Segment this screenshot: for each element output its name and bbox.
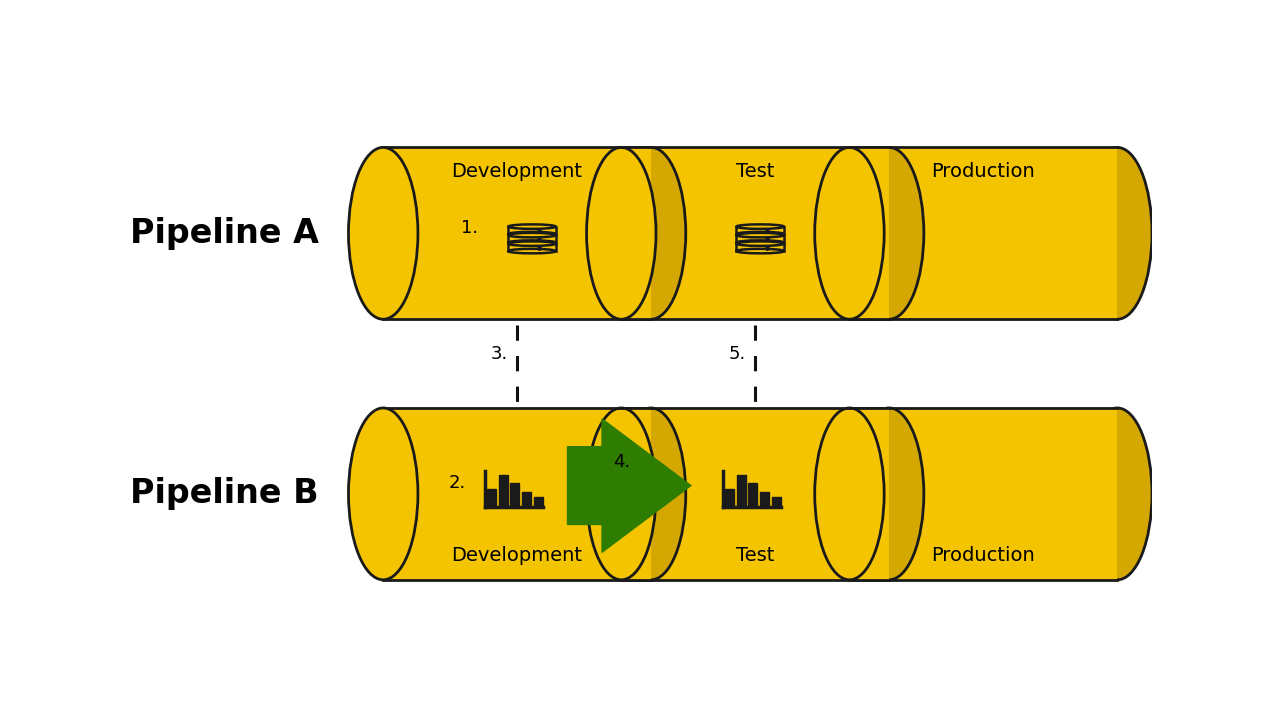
Ellipse shape [736,240,783,245]
Ellipse shape [508,249,556,253]
Polygon shape [621,408,890,580]
Polygon shape [736,227,783,234]
Ellipse shape [617,408,686,580]
Ellipse shape [508,225,556,229]
Text: 5.: 5. [728,345,746,363]
Ellipse shape [508,232,556,236]
Ellipse shape [855,408,924,580]
Ellipse shape [736,241,783,246]
FancyArrowPatch shape [567,419,691,552]
Polygon shape [749,482,758,507]
Text: Production: Production [932,162,1036,181]
Polygon shape [736,235,783,243]
Text: 1.: 1. [461,219,477,237]
Ellipse shape [348,408,419,580]
Polygon shape [850,408,1117,580]
Polygon shape [383,148,652,319]
Polygon shape [522,492,531,507]
Polygon shape [383,408,652,580]
Ellipse shape [586,408,657,580]
Ellipse shape [814,408,884,580]
Ellipse shape [508,241,556,246]
Text: Production: Production [932,546,1036,565]
Text: Test: Test [736,546,774,565]
Polygon shape [621,148,890,319]
Polygon shape [499,474,508,507]
Polygon shape [511,482,520,507]
Polygon shape [850,148,1117,319]
Ellipse shape [736,249,783,253]
Text: Development: Development [452,546,582,565]
Polygon shape [534,498,543,507]
Polygon shape [736,243,783,251]
Ellipse shape [508,240,556,245]
Polygon shape [508,235,556,243]
Ellipse shape [736,232,783,236]
Ellipse shape [1083,408,1152,580]
Ellipse shape [586,148,657,319]
Ellipse shape [348,148,419,319]
Ellipse shape [1083,148,1152,319]
Text: 3.: 3. [490,345,508,363]
Polygon shape [772,498,781,507]
Polygon shape [488,490,497,507]
Ellipse shape [508,233,556,238]
Ellipse shape [736,225,783,229]
Ellipse shape [855,148,924,319]
Text: Development: Development [452,162,582,181]
Text: Pipeline B: Pipeline B [131,477,319,510]
Text: Pipeline A: Pipeline A [131,217,319,250]
Ellipse shape [736,233,783,238]
Text: 4.: 4. [613,454,630,472]
Ellipse shape [617,148,686,319]
Ellipse shape [814,148,884,319]
Text: Test: Test [736,162,774,181]
Polygon shape [737,474,746,507]
Polygon shape [508,227,556,234]
Polygon shape [726,490,735,507]
Text: 2.: 2. [449,474,466,492]
Polygon shape [760,492,769,507]
Polygon shape [508,243,556,251]
